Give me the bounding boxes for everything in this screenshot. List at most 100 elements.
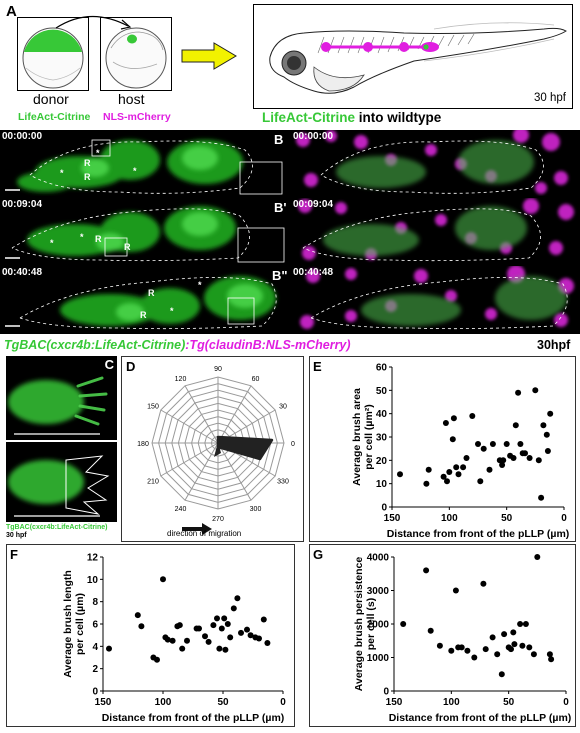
data-point bbox=[517, 621, 524, 627]
x-axis-title: Distance from front of the pLLP (µm) bbox=[389, 712, 572, 724]
panel-b-stage: 30hpf bbox=[537, 338, 571, 352]
y-axis-title: Average brush persistenceper cell (s) bbox=[353, 557, 377, 692]
x-tick-label: 50 bbox=[503, 697, 515, 708]
panel-c-caption: TgBAC(cxcr4b:LifeAct-Citrine) bbox=[6, 524, 108, 531]
panel-b-row1-merge: 00:00:00 bbox=[291, 130, 580, 196]
data-point bbox=[486, 466, 493, 473]
data-point bbox=[510, 629, 517, 636]
data-point bbox=[216, 645, 223, 652]
data-point bbox=[138, 623, 145, 630]
r-marker: R bbox=[148, 288, 155, 298]
data-point bbox=[247, 632, 254, 639]
data-point bbox=[489, 441, 496, 447]
chart-g: 0 1000 2000 3000 4000 150 100 50 0 Distance from … bbox=[353, 553, 572, 725]
data-point bbox=[442, 420, 449, 426]
y-tick-label: 3000 bbox=[367, 586, 390, 597]
panel-c-top-image: C bbox=[6, 356, 117, 440]
panel-b-row3-time-right: 00:40:48 bbox=[293, 267, 334, 278]
panel-c-label: C bbox=[104, 357, 114, 372]
data-point bbox=[218, 625, 225, 632]
polar-angle-label: 0 bbox=[291, 441, 295, 448]
data-point bbox=[210, 622, 217, 629]
polar-angle-label: 330 bbox=[277, 479, 289, 486]
panel-b-row2-time-left: 00:09:04 bbox=[2, 199, 43, 210]
data-point bbox=[446, 469, 453, 475]
asterisk-marker: * bbox=[133, 166, 137, 176]
data-point bbox=[256, 635, 262, 642]
yellow-arrow-icon bbox=[181, 42, 237, 70]
y-tick-label: 30 bbox=[376, 433, 388, 444]
y-tick-label: 2000 bbox=[367, 620, 390, 631]
panel-b-row1-merge-image bbox=[296, 130, 568, 194]
x-tick-label: 0 bbox=[280, 697, 286, 708]
data-point bbox=[444, 478, 450, 485]
panel-b-row3-time-left: 00:40:48 bbox=[2, 267, 43, 278]
data-point bbox=[517, 441, 524, 447]
polar-spoke bbox=[217, 385, 252, 444]
y-tick-label: 10 bbox=[87, 575, 99, 586]
data-point bbox=[526, 644, 533, 651]
polar-angle-label: 30 bbox=[279, 404, 287, 411]
data-point bbox=[544, 448, 551, 454]
polar-angle-label: 120 bbox=[175, 376, 187, 383]
panel-b-caption-green: TgBAC(cxcr4b:LifeAct-Citrine) bbox=[4, 338, 186, 352]
y-tick-label: 4 bbox=[92, 642, 98, 653]
data-point bbox=[400, 621, 407, 627]
polar-spoke bbox=[160, 409, 219, 444]
data-point bbox=[547, 410, 554, 417]
r-marker: R bbox=[84, 158, 91, 168]
panel-b: 00:00:00 * * * R R B 00:00:00 bbox=[0, 130, 580, 334]
x-tick-label: 50 bbox=[217, 697, 229, 708]
data-point bbox=[224, 621, 231, 627]
donor-marker-label: LifeAct-Citrine bbox=[18, 111, 91, 123]
panel-a: A donor host LifeAct-Citrine NLS-mCherry bbox=[0, 0, 580, 128]
panel-g: G 0 1000 2000 3000 4000 150 100 50 0 Distance fro… bbox=[309, 544, 576, 727]
donor-label: donor bbox=[33, 91, 69, 107]
data-point bbox=[449, 436, 456, 443]
panel-b-row3-merge: 00:40:48 bbox=[291, 266, 580, 332]
data-point bbox=[515, 389, 522, 396]
polar-angle-label: 270 bbox=[212, 516, 224, 523]
data-point bbox=[436, 642, 443, 649]
data-point bbox=[540, 422, 547, 429]
data-point bbox=[205, 638, 212, 645]
data-point bbox=[176, 622, 183, 629]
data-point bbox=[543, 431, 550, 438]
data-point bbox=[196, 625, 202, 632]
data-point bbox=[106, 645, 112, 652]
x-axis-title: Distance from front of the pLLP (µm) bbox=[102, 712, 285, 724]
panel-c-top-brush bbox=[8, 376, 108, 435]
r-marker: R bbox=[124, 242, 131, 252]
host-embryo-box bbox=[100, 17, 172, 91]
panel-c: C TgBAC(cxcr4b:LifeAct-Citrine) 30 hpf bbox=[6, 356, 117, 542]
y-tick-label: 12 bbox=[87, 553, 99, 564]
panel-a-label: A bbox=[6, 3, 17, 20]
x-tick-label: 100 bbox=[443, 697, 460, 708]
data-point bbox=[160, 576, 166, 583]
y-tick-label: 0 bbox=[381, 503, 387, 514]
y-axis-title: Average brush areaper cell (µm²) bbox=[351, 388, 375, 486]
y-tick-label: 2 bbox=[92, 664, 98, 675]
data-point bbox=[546, 651, 553, 658]
x-tick-label: 0 bbox=[561, 513, 567, 524]
data-point bbox=[440, 473, 447, 480]
data-point bbox=[475, 441, 481, 447]
data-point bbox=[511, 641, 518, 648]
data-point bbox=[519, 642, 526, 649]
y-tick-label: 40 bbox=[376, 409, 388, 420]
data-point bbox=[184, 637, 190, 644]
y-tick-label: 0 bbox=[92, 687, 98, 698]
asterisk-marker: * bbox=[96, 148, 100, 158]
polar-angle-label: 180 bbox=[137, 441, 149, 448]
panel-d: D 90 60 30 0 330 300 270 240 210 180 150 120 direct… bbox=[121, 356, 304, 542]
data-point bbox=[500, 457, 507, 464]
data-point bbox=[498, 671, 505, 678]
data-point bbox=[464, 647, 471, 654]
y-tick-label: 0 bbox=[383, 687, 389, 698]
panel-b-row1-time-right: 00:00:00 bbox=[293, 131, 334, 142]
y-tick-label: 4000 bbox=[367, 553, 390, 564]
transplant-arrow-icon bbox=[55, 15, 132, 30]
donor-embryo-drawing bbox=[22, 27, 84, 89]
data-point bbox=[260, 616, 267, 623]
